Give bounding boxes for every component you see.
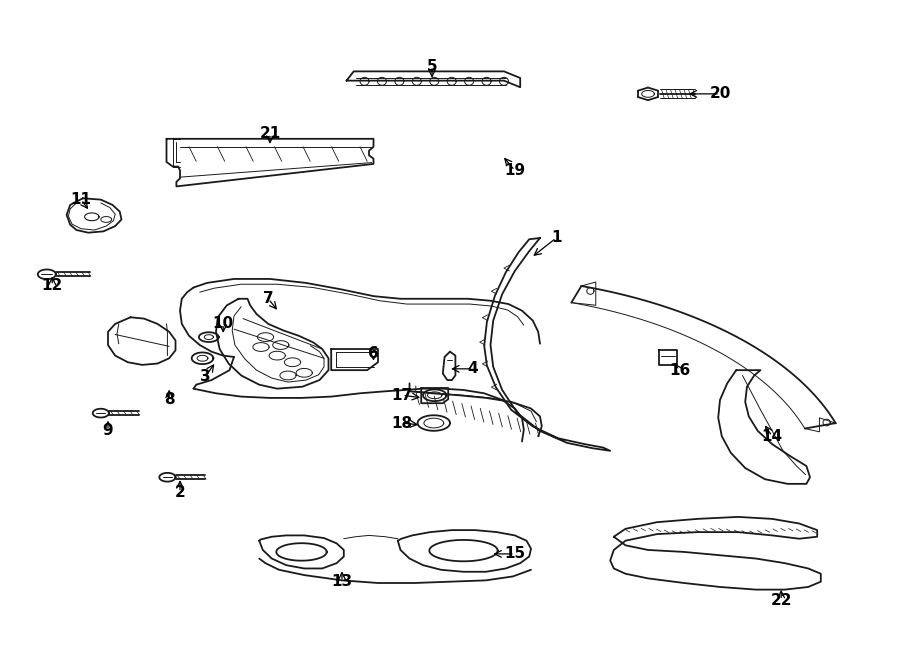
Text: 4: 4	[467, 362, 478, 376]
Text: 18: 18	[392, 416, 413, 430]
Text: 14: 14	[761, 429, 783, 444]
Text: 9: 9	[103, 424, 113, 438]
Text: 11: 11	[70, 192, 92, 207]
Text: 6: 6	[368, 346, 379, 361]
Text: 2: 2	[175, 485, 185, 500]
Text: 7: 7	[263, 292, 274, 306]
Text: 15: 15	[504, 547, 526, 561]
Text: 5: 5	[427, 59, 437, 73]
Text: 17: 17	[392, 388, 413, 403]
Text: 19: 19	[504, 163, 526, 178]
Text: 1: 1	[551, 231, 562, 245]
Text: 3: 3	[200, 369, 211, 384]
Text: 20: 20	[709, 87, 731, 101]
Text: 13: 13	[331, 574, 353, 589]
Text: 10: 10	[212, 317, 234, 331]
Text: 12: 12	[41, 278, 63, 293]
Text: 21: 21	[259, 126, 281, 141]
Text: 16: 16	[669, 363, 690, 377]
Text: 8: 8	[164, 393, 175, 407]
Text: 22: 22	[770, 593, 792, 607]
